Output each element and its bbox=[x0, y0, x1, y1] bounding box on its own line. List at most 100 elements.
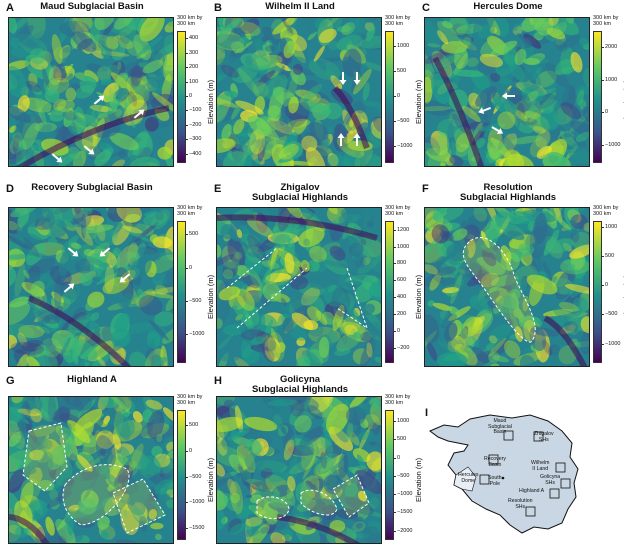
terrain-patch bbox=[12, 134, 20, 154]
terrain-patch bbox=[356, 43, 367, 56]
terrain-patch bbox=[534, 93, 556, 109]
terrain-patch bbox=[427, 43, 441, 48]
elevation-map bbox=[8, 207, 174, 367]
terrain-patch bbox=[523, 33, 542, 49]
panel-e: E Zhigalov Subglacial Highlands 300 km by … bbox=[212, 181, 423, 367]
terrain-patch bbox=[9, 444, 31, 466]
colorbar bbox=[385, 31, 394, 163]
panel-title: Resolution Subglacial Highlands bbox=[459, 182, 557, 203]
terrain-patch bbox=[151, 286, 173, 294]
terrain-patch bbox=[434, 266, 457, 276]
terrain-patch bbox=[458, 39, 478, 51]
terrain-patch bbox=[46, 491, 73, 509]
terrain-patch bbox=[131, 419, 147, 432]
terrain-patch bbox=[303, 18, 319, 35]
terrain-patch bbox=[223, 324, 246, 336]
terrain-patch bbox=[217, 333, 234, 350]
terrain-patch bbox=[157, 146, 173, 160]
terrain-patch bbox=[106, 397, 131, 414]
terrain-patch bbox=[123, 18, 146, 31]
terrain-patch bbox=[521, 110, 550, 132]
terrain-patch bbox=[535, 130, 551, 148]
terrain-patch bbox=[74, 106, 87, 138]
terrain-patch bbox=[307, 405, 323, 420]
terrain-patch bbox=[84, 70, 99, 83]
terrain-patch bbox=[327, 480, 354, 488]
terrain-patch bbox=[521, 303, 534, 318]
white-arrow-icon bbox=[51, 153, 63, 163]
colorbar bbox=[593, 221, 602, 363]
terrain-patch bbox=[355, 522, 363, 529]
terrain-patch bbox=[94, 150, 112, 166]
inset-box-wilhelm bbox=[555, 462, 566, 473]
terrain-patch bbox=[562, 302, 579, 314]
terrain-patch bbox=[9, 490, 20, 511]
colorbar-tick-label: −2000 bbox=[392, 527, 413, 534]
terrain-patch bbox=[34, 345, 51, 356]
terrain-patch bbox=[268, 340, 282, 359]
white-arrow-icon bbox=[133, 109, 145, 119]
terrain-patch bbox=[266, 117, 295, 135]
terrain-patch bbox=[327, 208, 338, 215]
terrain-patch bbox=[512, 26, 523, 36]
terrain-patch bbox=[326, 18, 343, 29]
colorbar-tick-label: 400 bbox=[392, 294, 407, 301]
terrain-patch bbox=[353, 331, 361, 340]
terrain-patch bbox=[522, 295, 530, 312]
terrain-patch bbox=[164, 507, 173, 518]
terrain-patch bbox=[165, 296, 173, 312]
terrain-patch bbox=[488, 352, 500, 363]
highland-outline bbox=[62, 464, 130, 526]
white-arrow-icon bbox=[491, 126, 504, 135]
terrain-patch bbox=[261, 136, 276, 150]
terrain-patch bbox=[217, 47, 226, 66]
terrain-patch bbox=[65, 308, 99, 323]
colorbar-tick-label: 500 bbox=[392, 436, 407, 443]
terrain-patch bbox=[260, 526, 269, 534]
terrain-patch bbox=[509, 288, 521, 300]
terrain-patch bbox=[229, 51, 237, 63]
terrain-patch bbox=[106, 64, 120, 76]
ridge-dashed-line bbox=[336, 267, 368, 330]
terrain-patch bbox=[248, 139, 259, 156]
terrain-patch bbox=[137, 288, 145, 300]
terrain-patch bbox=[217, 81, 229, 96]
terrain-patch bbox=[222, 151, 247, 166]
terrain-patch bbox=[9, 285, 21, 301]
terrain-patch bbox=[35, 325, 51, 334]
terrain-patch bbox=[322, 512, 331, 529]
terrain-patch bbox=[503, 48, 519, 66]
inset-label: Wilhelm II Land bbox=[531, 460, 550, 472]
terrain-patch bbox=[109, 132, 139, 151]
terrain-patch bbox=[497, 295, 518, 314]
terrain-patch bbox=[83, 248, 94, 257]
terrain-patch bbox=[25, 80, 41, 93]
colorbar-tick-label: −1000 bbox=[392, 143, 413, 149]
terrain-patch bbox=[267, 244, 285, 266]
inset-box-resolution bbox=[525, 506, 536, 517]
terrain-patch bbox=[82, 472, 100, 502]
terrain-patch bbox=[278, 152, 303, 163]
terrain-patch bbox=[425, 106, 452, 112]
scale-label: 300 km by 300 km bbox=[177, 205, 203, 217]
terrain-patch bbox=[469, 295, 489, 312]
terrain-patch bbox=[432, 208, 448, 221]
terrain-patch bbox=[77, 497, 97, 515]
terrain-patch bbox=[443, 276, 458, 291]
terrain-patch bbox=[319, 512, 330, 526]
terrain-patch bbox=[150, 522, 164, 530]
terrain-patch bbox=[279, 98, 292, 126]
terrain-patch bbox=[279, 424, 287, 435]
terrain-patch bbox=[55, 460, 73, 487]
terrain-patch bbox=[235, 505, 250, 520]
terrain-patch bbox=[34, 157, 52, 166]
terrain-patch bbox=[505, 271, 517, 294]
terrain-patch bbox=[303, 131, 311, 139]
panel-f: F Resolution Subglacial Highlands 300 km b… bbox=[420, 181, 624, 367]
terrain-patch bbox=[115, 539, 141, 543]
terrain-patch bbox=[34, 397, 40, 408]
terrain-patch bbox=[489, 26, 498, 34]
terrain-patch bbox=[287, 475, 296, 492]
terrain-patch bbox=[301, 135, 318, 152]
inset-box-highland-a bbox=[549, 488, 560, 499]
